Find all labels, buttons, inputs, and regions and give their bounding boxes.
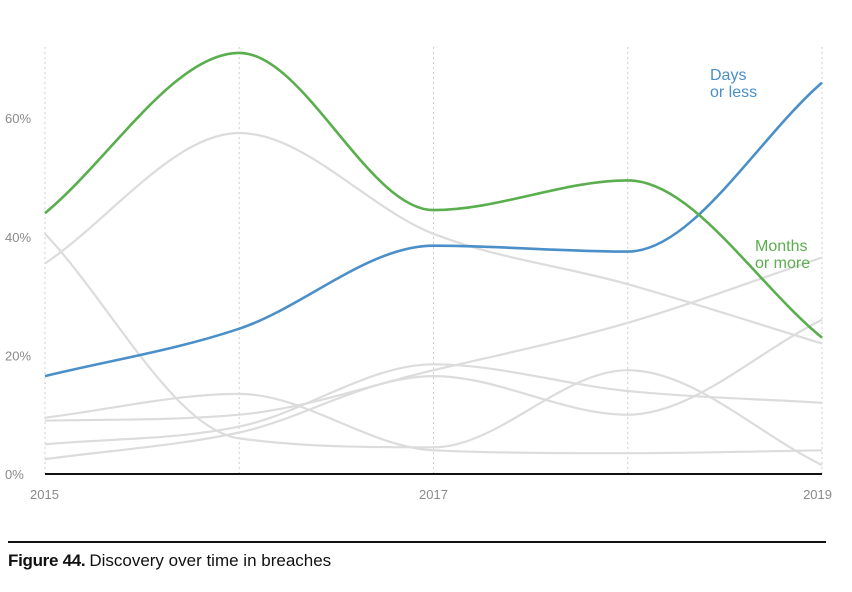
series-label-line: or less	[710, 84, 757, 101]
series-line-other-4	[44, 392, 823, 455]
series-line-other-1	[44, 131, 823, 345]
series-line-other-6	[44, 363, 823, 446]
y-tick-label: 20%	[5, 348, 31, 363]
y-tick-label: 0%	[5, 467, 24, 482]
series-label-line: Months	[755, 238, 807, 255]
tick-labels: 0% 20% 40% 60% 2015 2017 2019	[5, 111, 832, 502]
x-tick-label: 2015	[30, 487, 59, 502]
caption-rule	[8, 541, 826, 543]
y-tick-label: 60%	[5, 111, 31, 126]
series-label-line: or more	[755, 255, 810, 272]
line-chart: 0% 20% 40% 60% 2015 2017 2019 Days or less Month…	[5, 47, 832, 502]
series-label-line: Days	[710, 67, 746, 84]
series-line-other-2	[44, 233, 823, 467]
y-tick-label: 40%	[5, 230, 31, 245]
series-line-other-3	[44, 256, 823, 422]
series-line-months-or-more	[44, 51, 823, 339]
x-tick-label: 2019	[803, 487, 832, 502]
series-label-months-or-more: Months or more	[755, 238, 810, 272]
x-tick-label: 2017	[419, 487, 448, 502]
other-series-group	[44, 131, 823, 467]
grid-lines	[44, 47, 823, 474]
figure-number: Figure 44.	[8, 551, 86, 570]
series-labels: Days or less Months or more	[710, 67, 810, 272]
figure-caption: Figure 44. Discovery over time in breache…	[8, 551, 331, 571]
figure-title: Discovery over time in breaches	[89, 551, 332, 570]
series-line-days-or-less	[44, 81, 823, 378]
series-label-days-or-less: Days or less	[710, 67, 757, 101]
highlighted-series-group	[44, 51, 823, 378]
